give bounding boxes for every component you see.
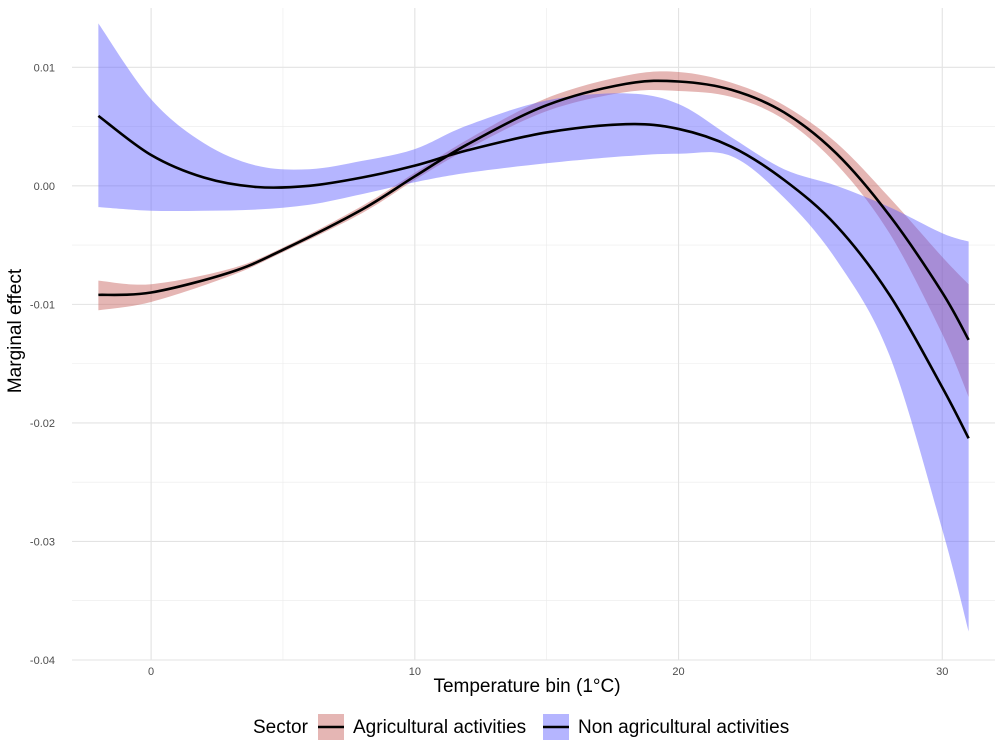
y-tick-label: 0.00 xyxy=(34,181,55,193)
legend: Sector Agricultural activities Non agric… xyxy=(253,714,789,740)
line-non-agricultural-activities xyxy=(97,114,970,439)
legend-label-non-agricultural: Non agricultural activities xyxy=(578,717,789,738)
legend-title: Sector xyxy=(253,717,309,738)
x-tick-label: 0 xyxy=(148,666,154,678)
band-non-agricultural-activities xyxy=(98,23,969,632)
confidence-bands xyxy=(98,23,969,632)
y-axis-title: Marginal effect xyxy=(5,268,26,393)
y-tick-label: -0.04 xyxy=(30,655,55,667)
x-tick-label: 20 xyxy=(672,666,684,678)
line-agricultural-activities xyxy=(98,79,970,341)
y-tick-label: -0.01 xyxy=(30,299,55,311)
x-axis-title: Temperature bin (1°C) xyxy=(433,676,620,697)
y-tick-label: 0.01 xyxy=(34,62,55,74)
grid xyxy=(72,8,995,661)
x-tick-labels: 0 10 20 30 xyxy=(148,666,948,678)
series-lines xyxy=(97,79,970,439)
y-tick-label: -0.02 xyxy=(30,418,55,430)
x-tick-label: 10 xyxy=(409,666,421,678)
x-tick-label: 30 xyxy=(936,666,948,678)
legend-label-agricultural: Agricultural activities xyxy=(353,717,526,738)
y-tick-label: -0.03 xyxy=(30,536,55,548)
y-tick-labels: -0.04 -0.03 -0.02 -0.01 0.00 0.01 xyxy=(30,62,55,667)
